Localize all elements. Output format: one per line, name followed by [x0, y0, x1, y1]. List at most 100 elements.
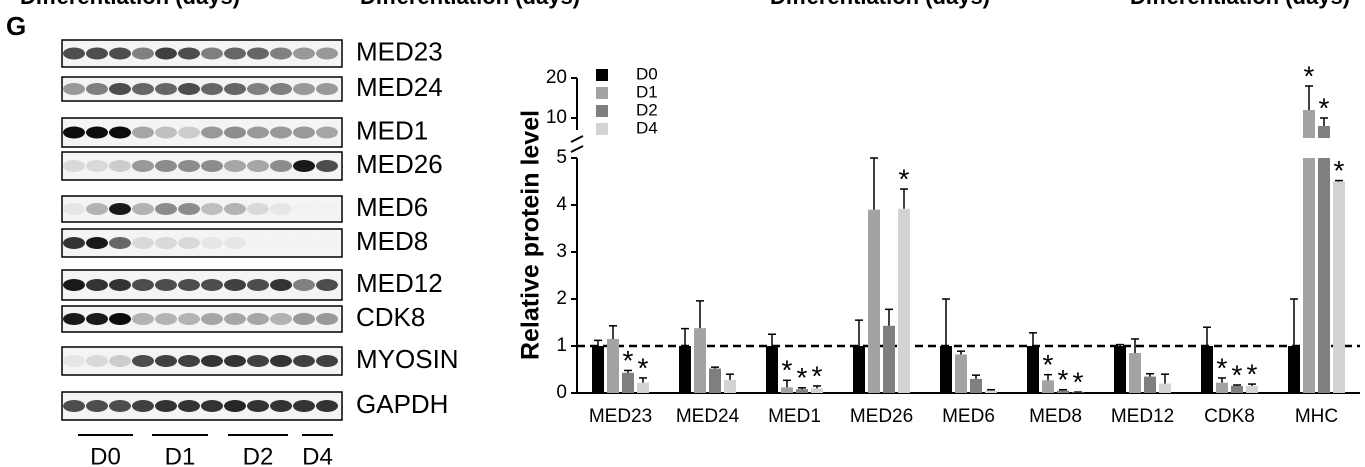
- protein-label: GAPDH: [356, 389, 448, 419]
- blot-band: [201, 83, 223, 95]
- blot-band: [316, 126, 338, 139]
- blot-band: [86, 126, 108, 139]
- bar: [1288, 346, 1300, 393]
- bar: [898, 208, 910, 393]
- bar: [724, 379, 736, 393]
- bar: [796, 389, 808, 393]
- bar: [868, 209, 880, 393]
- blot-band: [86, 279, 108, 291]
- lane-label: D2: [243, 443, 274, 467]
- panel-label: G: [6, 11, 26, 41]
- blot-band: [224, 160, 246, 172]
- blot-band: [63, 47, 85, 60]
- protein-label: MED23: [356, 36, 443, 66]
- blot-band: [293, 47, 315, 60]
- blot-band: [155, 279, 177, 291]
- blot-band: [132, 279, 154, 291]
- bar: [1144, 376, 1156, 393]
- blot-band: [155, 400, 177, 412]
- blot-band: [132, 237, 154, 249]
- blot-band: [270, 355, 292, 367]
- y-tick-label: 3: [556, 241, 567, 262]
- legend-swatch: [596, 105, 608, 117]
- blot-band: [109, 126, 131, 139]
- legend-label: D4: [636, 118, 658, 137]
- bar: [1057, 390, 1069, 393]
- blot-band: [201, 279, 223, 291]
- blot-band: [224, 47, 246, 60]
- significance-label: *: [812, 360, 823, 391]
- blot-band: [270, 203, 292, 215]
- blot-band: [293, 83, 315, 95]
- blot-band: [178, 279, 200, 291]
- header-label: Differentiation (days): [20, 0, 240, 9]
- blot-band: [316, 47, 338, 60]
- bar: [1042, 380, 1054, 393]
- blot-band: [247, 400, 269, 412]
- blot-band: [155, 83, 177, 95]
- bar: [1246, 385, 1258, 393]
- blot-band: [132, 313, 154, 325]
- blot-band: [201, 355, 223, 367]
- blot-band: [178, 313, 200, 325]
- blot-band: [224, 355, 246, 367]
- blot-band: [63, 160, 85, 172]
- blot-band: [155, 203, 177, 215]
- blot-band: [224, 237, 246, 249]
- significance-label: *: [638, 352, 649, 383]
- blot-band: [109, 47, 131, 60]
- bar: [1201, 346, 1213, 393]
- y-tick-label: 4: [556, 194, 567, 215]
- bar-upper: [1303, 110, 1315, 138]
- x-tick-label: MED24: [676, 406, 740, 427]
- bar: [781, 387, 793, 393]
- bar: [1333, 181, 1345, 393]
- blot-band: [247, 203, 269, 215]
- blot-band: [132, 126, 154, 139]
- bar: [607, 338, 619, 393]
- significance-label: *: [1319, 92, 1330, 123]
- x-tick-label: CDK8: [1204, 406, 1255, 427]
- blot-band: [316, 279, 338, 291]
- legend-label: D1: [636, 82, 658, 101]
- significance-label: *: [1073, 366, 1084, 397]
- blot-band: [247, 126, 269, 139]
- bar: [1318, 158, 1330, 393]
- legend-swatch: [596, 123, 608, 135]
- blot-band: [63, 279, 85, 291]
- x-tick-label: MED1: [768, 406, 821, 427]
- blot-band: [247, 237, 269, 249]
- blot-band: [270, 47, 292, 60]
- bar: [853, 346, 865, 393]
- bar: [1114, 346, 1126, 393]
- bar-upper: [1318, 126, 1330, 138]
- blot-band: [270, 126, 292, 139]
- blot-band: [178, 400, 200, 412]
- protein-label: MED1: [356, 115, 428, 145]
- header-label: Differentiation (days): [1130, 0, 1350, 9]
- significance-label: *: [797, 362, 808, 393]
- y-axis-label: Relative protein level: [517, 110, 545, 360]
- blot-band: [132, 83, 154, 95]
- protein-label: MED8: [356, 226, 428, 256]
- blot-band: [270, 279, 292, 291]
- y-tick-label: 2: [556, 288, 567, 309]
- bar: [766, 346, 778, 393]
- blot-band: [201, 313, 223, 325]
- blot-band: [155, 355, 177, 367]
- blot-band: [178, 203, 200, 215]
- blot-band: [178, 47, 200, 60]
- bar: [679, 346, 691, 393]
- axis-break: [570, 135, 584, 143]
- lane-label: D4: [302, 443, 333, 467]
- blot-band: [293, 237, 315, 249]
- blot-band: [201, 400, 223, 412]
- blot-band: [178, 83, 200, 95]
- blot-band: [247, 355, 269, 367]
- bar: [592, 346, 604, 393]
- blot-band: [316, 83, 338, 95]
- significance-label: *: [899, 163, 910, 194]
- header-label: Differentiation (days): [360, 0, 580, 9]
- blot-band: [109, 400, 131, 412]
